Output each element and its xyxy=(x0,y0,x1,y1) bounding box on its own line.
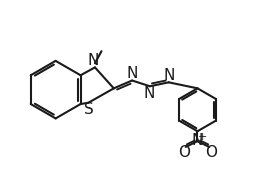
Text: N: N xyxy=(88,53,99,68)
Text: N: N xyxy=(192,133,203,148)
Text: N: N xyxy=(127,66,138,81)
Text: O: O xyxy=(178,145,190,160)
Text: N: N xyxy=(164,68,175,83)
Text: S: S xyxy=(84,102,94,117)
Text: N: N xyxy=(144,86,155,101)
Text: O: O xyxy=(205,145,217,160)
Text: +: + xyxy=(198,132,208,142)
